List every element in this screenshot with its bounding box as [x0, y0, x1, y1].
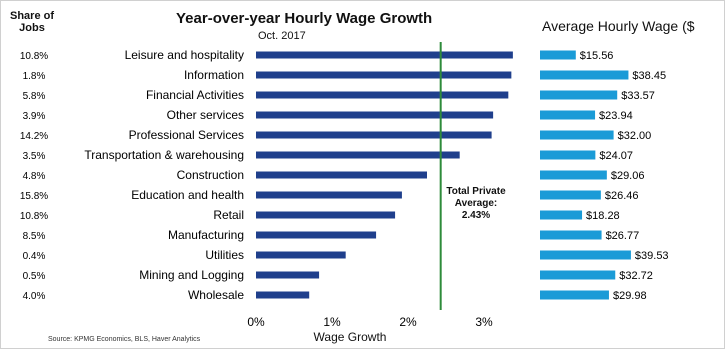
share-of-jobs-header: Share of Jobs: [9, 10, 54, 34]
share-of-jobs-value: 3.9%: [23, 111, 46, 122]
category-label: Construction: [177, 168, 244, 182]
share-of-jobs-value: 0.4%: [23, 251, 46, 262]
wage-growth-bar: [256, 51, 513, 59]
hourly-wage-bar: [540, 130, 614, 140]
category-label: Education and health: [131, 188, 244, 202]
wage-growth-bar: [256, 291, 310, 299]
share-of-jobs-value: 4.0%: [23, 291, 46, 302]
wage-growth-bar: [256, 271, 320, 279]
hourly-wage-label: $23.94: [599, 110, 633, 122]
wage-growth-bar: [256, 191, 402, 199]
hourly-wage-label: $29.06: [611, 170, 645, 182]
wage-growth-bar: [256, 71, 512, 79]
hourly-wage-bar: [540, 190, 601, 200]
category-label: Professional Services: [129, 128, 244, 142]
category-label: Manufacturing: [168, 228, 244, 242]
hourly-wage-bar: [540, 230, 602, 240]
hourly-wage-label: $26.77: [606, 230, 640, 242]
hourly-wage-label: $38.45: [632, 70, 666, 82]
hourly-wage-label: $15.56: [580, 50, 614, 62]
share-of-jobs-value: 3.5%: [23, 151, 46, 162]
hourly-wage-label: $32.72: [619, 270, 653, 282]
hourly-wage-bar: [540, 150, 596, 160]
x-axis-label: Wage Growth: [313, 330, 387, 344]
hourly-wage-label: $33.57: [621, 90, 655, 102]
chart-subtitle: Oct. 2017: [258, 30, 306, 42]
category-label: Wholesale: [188, 288, 244, 302]
share-of-jobs-value: 8.5%: [23, 231, 46, 242]
wage-growth-bar: [256, 91, 509, 99]
hourly-wage-bar: [540, 110, 596, 120]
hourly-wage-bar: [540, 170, 607, 180]
wage-growth-bar: [256, 111, 494, 119]
x-tick-label: 0%: [247, 315, 265, 329]
wage-growth-bar: [256, 231, 377, 239]
wage-growth-bar: [256, 131, 492, 139]
hourly-wage-label: $18.28: [586, 210, 620, 222]
wage-growth-bar: [256, 171, 427, 179]
hourly-wage-bar: [540, 70, 629, 80]
category-label: Information: [184, 68, 244, 82]
category-label: Leisure and hospitality: [125, 48, 244, 62]
share-of-jobs-value: 0.5%: [23, 271, 46, 282]
category-label: Mining and Logging: [139, 268, 244, 282]
x-tick-label: 3%: [475, 315, 493, 329]
hourly-wage-bar: [540, 210, 583, 220]
share-of-jobs-value: 10.8%: [20, 51, 48, 62]
category-label: Retail: [213, 208, 244, 222]
category-label: Other services: [167, 108, 244, 122]
x-tick-label: 2%: [399, 315, 417, 329]
share-of-jobs-value: 10.8%: [20, 211, 48, 222]
category-label: Utilities: [205, 248, 244, 262]
share-of-jobs-value: 15.8%: [20, 191, 48, 202]
category-label: Financial Activities: [146, 88, 244, 102]
hourly-wage-bar: [540, 250, 631, 260]
wage-growth-bar: [256, 251, 346, 259]
reference-line-label: Total Private Average: 2.43%: [446, 186, 506, 221]
hourly-wage-label: $24.07: [599, 150, 633, 162]
category-label: Transportation & warehousing: [84, 148, 244, 162]
hourly-wage-bar: [540, 50, 576, 60]
wage-panel-title: Average Hourly Wage ($: [542, 18, 695, 34]
hourly-wage-bar: [540, 90, 618, 100]
hourly-wage-label: $29.98: [613, 290, 647, 302]
hourly-wage-label: $32.00: [618, 130, 652, 142]
hourly-wage-label: $26.46: [605, 190, 639, 202]
share-of-jobs-value: 14.2%: [20, 131, 48, 142]
share-of-jobs-value: 1.8%: [23, 71, 46, 82]
hourly-wage-label: $39.53: [635, 250, 669, 262]
wage-growth-bar: [256, 151, 460, 159]
share-of-jobs-value: 4.8%: [23, 171, 46, 182]
source-note: Source: KPMG Economics, BLS, Haver Analy…: [48, 336, 201, 343]
chart-title: Year-over-year Hourly Wage Growth: [176, 10, 433, 27]
hourly-wage-bar: [540, 290, 609, 300]
wage-growth-bar: [256, 211, 396, 219]
hourly-wage-bar: [540, 270, 616, 280]
share-of-jobs-value: 5.8%: [23, 91, 46, 102]
x-tick-label: 1%: [323, 315, 341, 329]
